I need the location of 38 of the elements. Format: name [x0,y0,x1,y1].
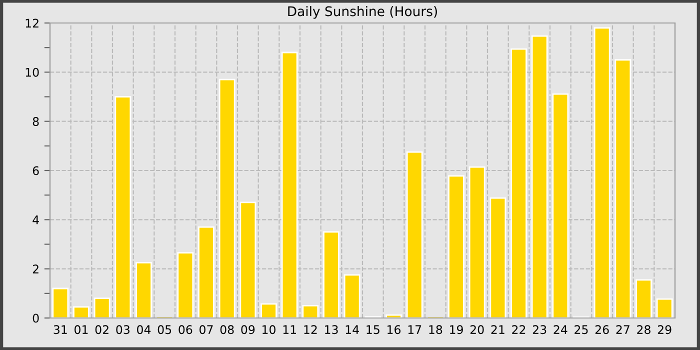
x-tick-label: 14 [346,325,359,334]
y-tick-label: 0 [32,314,39,323]
x-tick-label: 16 [388,325,401,334]
x-tick-label: 13 [325,325,338,334]
x-tick-label: 03 [116,325,130,334]
x-tick-label: 26 [595,325,609,334]
x-tick-label: 10 [262,325,276,334]
x-tick-label: 08 [220,325,234,334]
x-tick-label: 09 [241,325,255,334]
y-tick-label: 8 [32,117,39,126]
x-tick-label: 15 [366,325,380,334]
x-tick-label: 31 [54,325,67,334]
y-tick-label: 4 [32,216,39,224]
x-tick-label: 12 [304,325,317,334]
x-tick-label: 18 [429,325,442,334]
y-tick-label: 12 [26,18,38,28]
x-tick-label: 28 [637,325,650,334]
x-tick-label: 04 [137,325,151,334]
x-tick-label: 27 [616,325,630,334]
y-tick-label: 6 [32,166,39,176]
x-tick-label: 11 [283,325,296,334]
x-tick-label: 02 [95,325,108,334]
y-tick-label: 2 [32,264,38,274]
x-tick-label: 21 [491,325,504,334]
x-tick-label: 01 [74,325,88,334]
x-tick-label: 19 [450,325,463,334]
x-tick-label: 22 [512,325,526,334]
x-tick-label: 05 [158,325,172,334]
x-tick-label: 06 [178,325,192,334]
x-tick-label: 23 [532,325,546,334]
x-tick-label: 29 [658,325,672,334]
y-tick-label: 10 [26,68,39,77]
x-tick-label: 24 [554,325,568,334]
x-tick-label: 20 [470,325,484,334]
x-tick-label: 25 [574,325,588,334]
x-tick-label: 07 [200,325,213,334]
chart-title: Daily Sunshine (Hours) [288,6,437,19]
x-tick-label: 17 [408,325,422,334]
